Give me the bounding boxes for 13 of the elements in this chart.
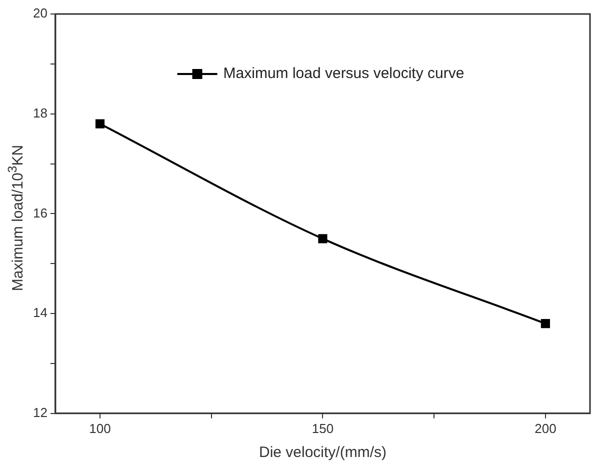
- y-tick-label: 12: [32, 404, 48, 420]
- y-tick-label: 14: [32, 305, 48, 320]
- x-tick-label: 100: [89, 420, 111, 436]
- y-tick-label: 18: [32, 105, 48, 120]
- y-tick-label: 16: [32, 205, 48, 220]
- point: [540, 319, 550, 328]
- x-axis-title: Die velocity/(mm/s): [258, 444, 386, 462]
- x-tick-label: 150: [312, 420, 334, 436]
- legend-label: Maximum load versus velocity curve: [223, 65, 464, 82]
- y-tick-label: 20: [32, 6, 48, 21]
- x-tick-label: 200: [534, 420, 556, 436]
- point: [318, 234, 328, 244]
- point: [95, 119, 105, 128]
